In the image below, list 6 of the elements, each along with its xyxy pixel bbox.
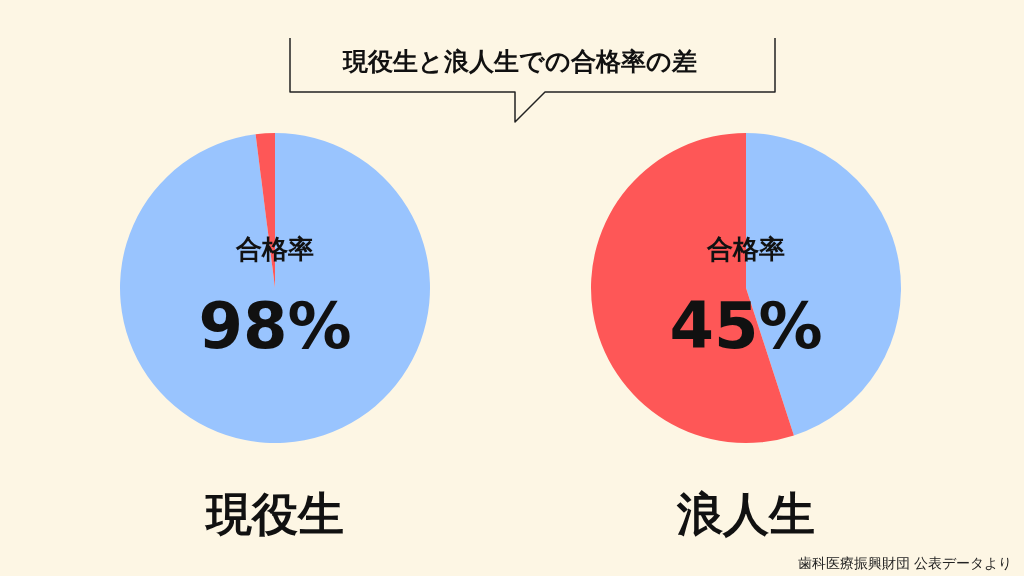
text: 現役生と浪人生での合格率の差 <box>342 47 697 76</box>
data-label: 98% <box>198 289 352 363</box>
slice-label: 合格率 <box>706 234 785 264</box>
text: 現役生 <box>204 487 344 541</box>
text: 浪人生 <box>676 487 815 541</box>
text: 歯科医療振興財団 公表データより <box>797 555 1012 571</box>
